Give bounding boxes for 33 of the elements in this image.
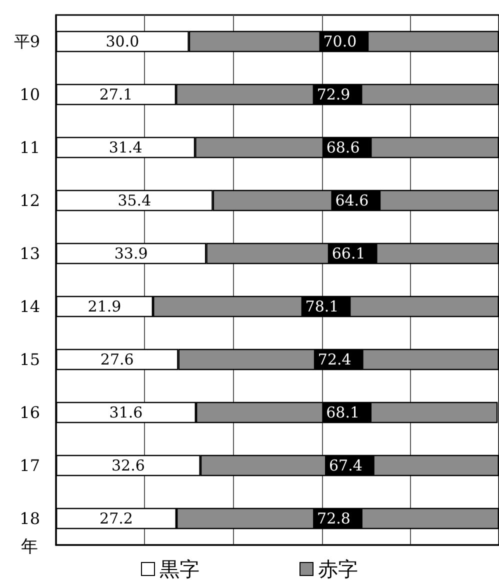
data-label: 72.4	[318, 350, 352, 368]
data-label: 21.9	[88, 298, 122, 316]
data-label: 35.4	[118, 192, 152, 210]
data-label: 78.1	[305, 298, 339, 316]
data-label: 66.1	[332, 244, 366, 262]
y-tick-label: 17	[20, 456, 40, 475]
y-tick-label: 平9	[14, 32, 40, 51]
data-label: 30.0	[106, 32, 140, 50]
data-label: 27.2	[100, 510, 133, 528]
data-label: 72.9	[316, 86, 350, 104]
data-label: 27.6	[100, 350, 134, 368]
data-label: 32.6	[112, 456, 145, 474]
data-label: 68.6	[326, 138, 360, 156]
y-tick-label: 13	[20, 244, 40, 263]
y-tick-label: 14	[20, 297, 40, 316]
data-label: 64.6	[335, 192, 369, 210]
y-axis-title: 年	[21, 537, 38, 557]
y-tick-label: 11	[20, 138, 40, 157]
data-label: 31.4	[108, 138, 142, 156]
legend-label: 黒字	[160, 557, 200, 581]
data-label: 68.1	[326, 404, 360, 422]
data-label: 67.4	[329, 456, 362, 474]
y-tick-label: 18	[20, 509, 40, 528]
data-label: 70.0	[323, 32, 357, 50]
y-tick-label: 15	[20, 350, 40, 369]
y-tick-label: 16	[20, 403, 40, 422]
legend-label: 赤字	[318, 557, 358, 581]
data-label: 72.8	[317, 510, 350, 528]
data-label: 27.1	[99, 86, 133, 104]
data-label: 31.6	[109, 404, 143, 422]
data-label: 33.9	[114, 244, 148, 262]
y-tick-label: 12	[20, 191, 40, 210]
y-tick-label: 10	[20, 85, 40, 104]
